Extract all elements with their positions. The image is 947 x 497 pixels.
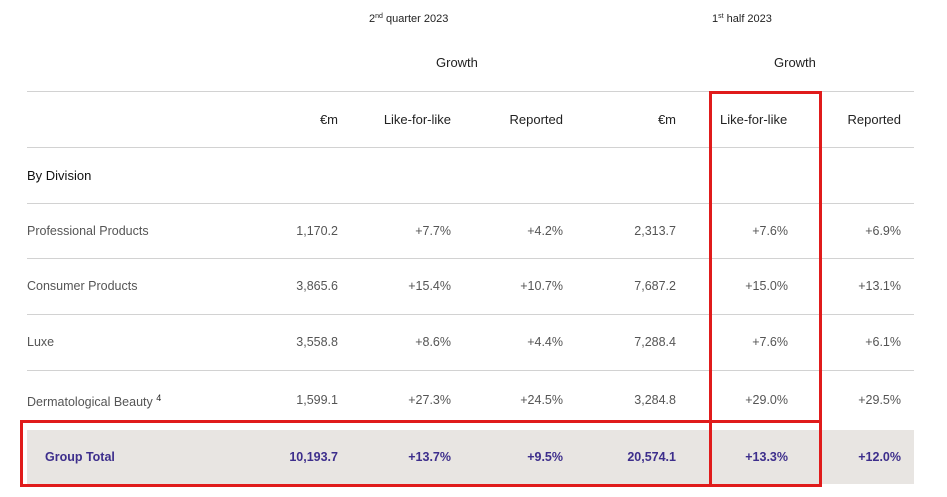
cell-q2-em: 3,558.8 bbox=[296, 335, 338, 349]
cell-h1-rep: +6.1% bbox=[865, 335, 901, 349]
growth-header-h1: Growth bbox=[774, 55, 816, 70]
section-by-division: By Division bbox=[27, 168, 92, 183]
divider bbox=[27, 91, 914, 92]
cell-h1-em: 2,313.7 bbox=[634, 224, 676, 238]
cell-h1-rep: +29.5% bbox=[858, 393, 901, 407]
cell-h1-em: 3,284.8 bbox=[634, 393, 676, 407]
cell-q2-lfl: +8.6% bbox=[415, 335, 451, 349]
divider bbox=[27, 203, 914, 204]
cell-h1-em: 7,687.2 bbox=[634, 279, 676, 293]
cell-q2-rep: +4.4% bbox=[527, 335, 563, 349]
period-q2-2023: 2nd quarter 2023 bbox=[369, 13, 449, 25]
cell-h1-lfl: +7.6% bbox=[752, 335, 788, 349]
cell-h1-lfl: +29.0% bbox=[745, 393, 788, 407]
period-h1-2023: 1st half 2023 bbox=[712, 13, 772, 25]
col-q2-lfl: Like-for-like bbox=[383, 112, 451, 127]
footnote-marker: 4 bbox=[156, 393, 162, 403]
cell-q2-rep: +24.5% bbox=[520, 393, 563, 407]
divider bbox=[27, 314, 914, 315]
cell-q2-lfl: +27.3% bbox=[408, 393, 451, 407]
cell-q2-em: 1,170.2 bbox=[296, 224, 338, 238]
row-label: Professional Products bbox=[27, 224, 149, 238]
cell-h1-lfl: +15.0% bbox=[745, 279, 788, 293]
total-q2-lfl: +13.7% bbox=[408, 450, 451, 464]
total-h1-rep: +12.0% bbox=[858, 450, 901, 464]
total-label: Group Total bbox=[45, 450, 115, 464]
total-q2-rep: +9.5% bbox=[527, 450, 563, 464]
group-total-row bbox=[27, 430, 914, 484]
cell-q2-rep: +10.7% bbox=[520, 279, 563, 293]
total-h1-em: 20,574.1 bbox=[627, 450, 676, 464]
cell-h1-lfl: +7.6% bbox=[752, 224, 788, 238]
row-label: Consumer Products bbox=[27, 279, 138, 293]
cell-q2-em: 1,599.1 bbox=[296, 393, 338, 407]
divider bbox=[27, 370, 914, 371]
total-h1-lfl: +13.3% bbox=[745, 450, 788, 464]
col-h1-lfl: Like-for-like bbox=[720, 112, 788, 127]
row-label: Dermatological Beauty 4 bbox=[27, 393, 162, 409]
divider bbox=[27, 258, 914, 259]
col-h1-reported: Reported bbox=[847, 112, 901, 127]
cell-h1-rep: +6.9% bbox=[865, 224, 901, 238]
cell-q2-rep: +4.2% bbox=[527, 224, 563, 238]
cell-q2-em: 3,865.6 bbox=[296, 279, 338, 293]
cell-q2-lfl: +7.7% bbox=[415, 224, 451, 238]
cell-h1-em: 7,288.4 bbox=[634, 335, 676, 349]
cell-h1-rep: +13.1% bbox=[858, 279, 901, 293]
growth-header-q2: Growth bbox=[436, 55, 478, 70]
col-h1-em: €m bbox=[657, 112, 676, 127]
row-label: Luxe bbox=[27, 335, 55, 349]
divider bbox=[27, 147, 914, 148]
col-q2-reported: Reported bbox=[509, 112, 563, 127]
cell-q2-lfl: +15.4% bbox=[408, 279, 451, 293]
total-q2-em: 10,193.7 bbox=[289, 450, 338, 464]
col-q2-em: €m bbox=[319, 112, 338, 127]
